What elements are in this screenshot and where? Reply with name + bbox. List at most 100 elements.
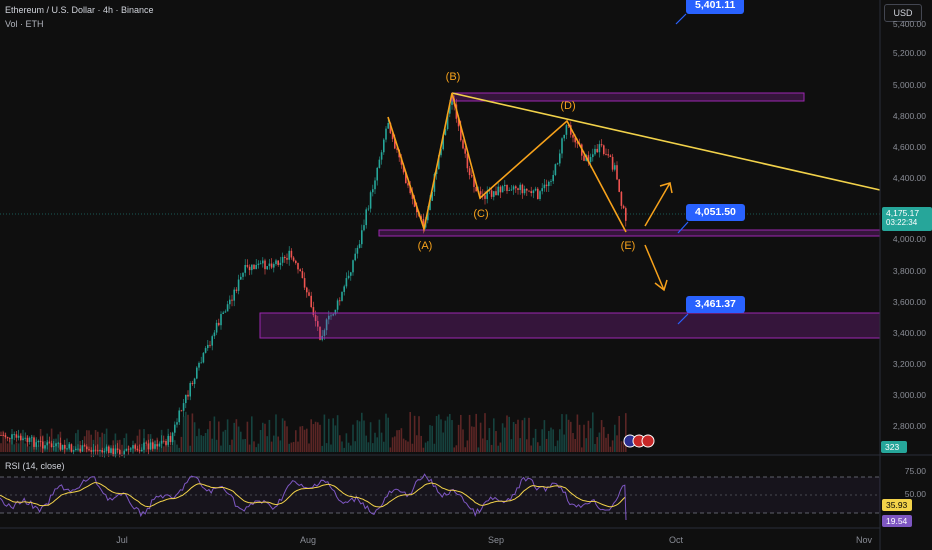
- volume-bar: [136, 435, 139, 452]
- volume-bar: [449, 413, 451, 452]
- wave-label-e[interactable]: (E): [620, 240, 636, 252]
- candle-body: [28, 437, 31, 442]
- volume-bar: [550, 427, 552, 452]
- volume-bar: [77, 429, 79, 452]
- candle-body: [185, 394, 187, 404]
- candle-body: [422, 219, 425, 228]
- volume-bar: [312, 424, 315, 452]
- candle-body: [273, 264, 275, 268]
- candle-body: [361, 230, 363, 245]
- rsi-label[interactable]: RSI (14, close): [5, 461, 65, 471]
- candle-body: [152, 442, 154, 449]
- candle-body: [457, 118, 460, 127]
- bullish-arrow[interactable]: [644, 182, 671, 227]
- volume-bar: [609, 446, 612, 452]
- candle-body: [427, 210, 429, 221]
- candle-body: [572, 134, 574, 138]
- candle-body: [138, 450, 141, 452]
- candle-body: [442, 134, 444, 150]
- volume-bar: [508, 416, 510, 452]
- wave-path[interactable]: [387, 92, 627, 233]
- bar-countdown: 03:22:34: [886, 218, 918, 227]
- target-callout-mid[interactable]: 4,051.50: [686, 204, 745, 221]
- candle-body: [229, 299, 231, 305]
- volume-bar: [251, 416, 253, 452]
- wave-label-d[interactable]: (D): [560, 100, 576, 112]
- volume-bar: [372, 443, 374, 452]
- volume-bar: [332, 418, 334, 452]
- volume-label[interactable]: Vol · ETH: [5, 19, 44, 29]
- volume-bar: [235, 419, 238, 452]
- candle-body: [165, 440, 167, 445]
- candle-body: [90, 450, 92, 452]
- wave-label-c[interactable]: (C): [473, 208, 489, 220]
- volume-bar: [72, 445, 75, 452]
- target-callout-low[interactable]: 3,461.37: [686, 296, 745, 313]
- candle-body: [64, 444, 66, 449]
- candle-body: [446, 113, 449, 130]
- trendline-upper[interactable]: [451, 92, 881, 191]
- candle-body: [475, 186, 477, 192]
- volume-bar: [262, 422, 264, 452]
- candle-body: [376, 167, 378, 181]
- volume-bar: [431, 425, 433, 452]
- volume-bar: [398, 430, 400, 452]
- volume-bar: [244, 438, 246, 452]
- candle-body: [68, 444, 70, 449]
- candle-body: [550, 181, 552, 182]
- candle-body: [552, 174, 554, 182]
- volume-bar: [499, 442, 502, 452]
- volume-bar: [105, 428, 108, 452]
- volume-bar: [246, 421, 249, 452]
- candle-body: [358, 244, 361, 248]
- wave-label-a[interactable]: (A): [417, 240, 433, 252]
- candle-body: [592, 154, 594, 158]
- bearish-arrow[interactable]: [644, 244, 665, 291]
- candle-body: [385, 128, 387, 140]
- target-callout-top[interactable]: 5,401.11: [686, 0, 745, 14]
- candle-body: [369, 192, 372, 209]
- volume-bar: [510, 439, 513, 452]
- candle-body: [156, 444, 158, 447]
- volume-bar: [506, 415, 508, 452]
- currency-button[interactable]: USD: [884, 4, 922, 22]
- volume-bar: [28, 446, 31, 452]
- candle-body: [466, 153, 469, 169]
- candle-body: [561, 138, 563, 154]
- candle-body: [308, 292, 310, 296]
- volume-bar: [376, 437, 378, 452]
- volume-bar: [255, 447, 257, 452]
- event-flags-icon[interactable]: [623, 434, 655, 448]
- candle-body: [409, 185, 411, 194]
- volume-bar: [427, 441, 429, 452]
- symbol-title[interactable]: Ethereum / U.S. Dollar · 4h · Binance: [5, 5, 154, 15]
- candle-body: [528, 190, 530, 192]
- volume-bar: [484, 413, 486, 452]
- candle-body: [270, 263, 273, 268]
- candle-body: [545, 184, 548, 187]
- candle-body: [519, 184, 521, 190]
- supply-zone-top[interactable]: [451, 92, 805, 102]
- candle-body: [154, 444, 156, 449]
- candle-body: [163, 440, 165, 442]
- support-zone-mid[interactable]: [378, 229, 881, 237]
- volume-bar: [266, 436, 268, 452]
- candle-body: [363, 225, 365, 231]
- volume-bar: [314, 421, 317, 452]
- volume-bar: [211, 438, 213, 452]
- candle-body: [488, 190, 491, 192]
- volume-bar: [158, 445, 161, 452]
- candle-body: [451, 98, 453, 105]
- volume-bar: [358, 421, 361, 452]
- candle-body: [174, 424, 176, 433]
- volume-bar: [308, 443, 310, 452]
- candle-body: [4, 435, 7, 438]
- candle-body: [180, 410, 183, 412]
- candle-body: [134, 445, 136, 449]
- candle-body: [473, 176, 475, 187]
- volume-bar: [356, 420, 359, 452]
- volume-bar: [444, 420, 447, 452]
- demand-zone-low[interactable]: [259, 312, 881, 339]
- wave-label-b[interactable]: (B): [445, 71, 461, 83]
